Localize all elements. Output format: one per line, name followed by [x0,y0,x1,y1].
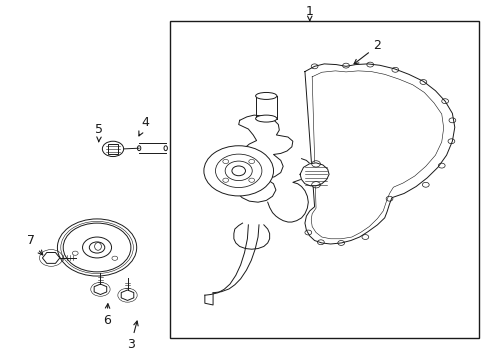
Circle shape [57,219,137,276]
Ellipse shape [255,115,276,122]
Text: 1: 1 [305,5,313,21]
Polygon shape [300,163,328,186]
Text: 3: 3 [127,321,138,351]
Text: 7: 7 [27,234,42,255]
Text: 5: 5 [95,123,103,142]
Text: 2: 2 [353,39,381,64]
Text: 4: 4 [139,116,149,136]
Ellipse shape [163,146,167,150]
Circle shape [203,146,273,196]
Bar [169,21,478,338]
Text: 6: 6 [102,304,110,327]
Polygon shape [235,115,292,202]
Ellipse shape [255,93,276,99]
Bar [107,144,118,154]
